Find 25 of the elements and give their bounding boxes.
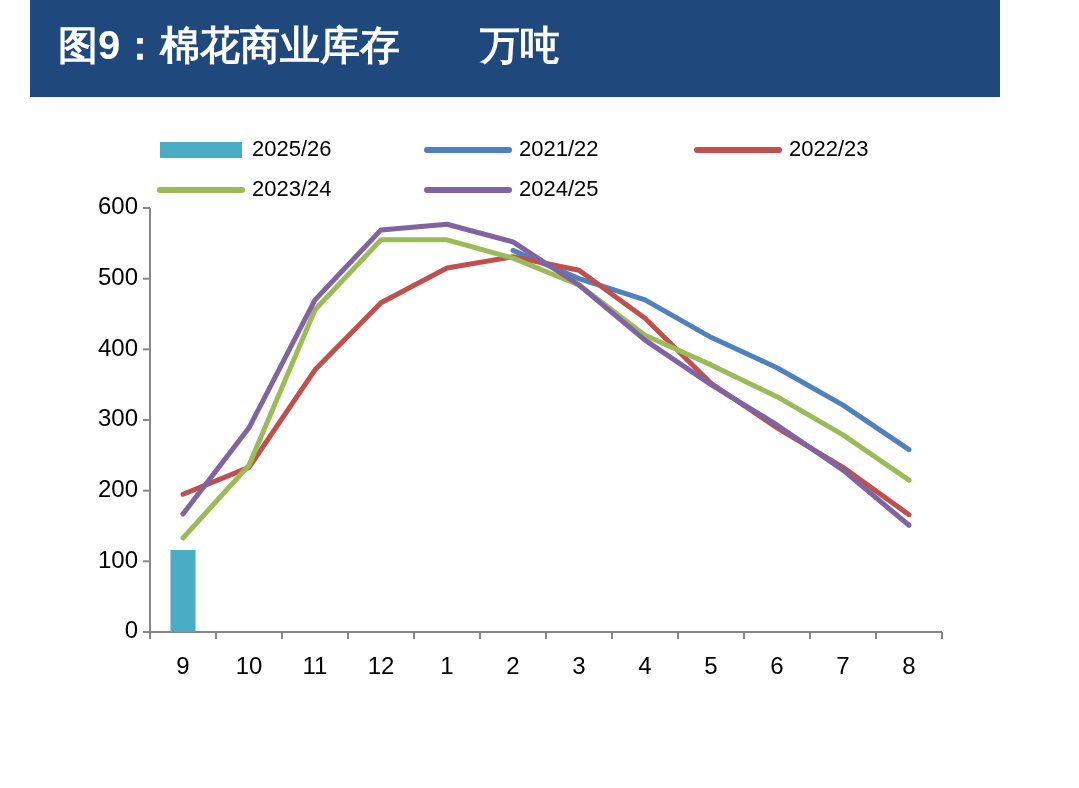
legend-label: 2022/23 xyxy=(789,135,869,161)
chart-title: 图9：棉花商业库存 万吨 xyxy=(58,22,561,67)
y-tick-label: 300 xyxy=(97,404,138,432)
x-tick-label: 11 xyxy=(302,652,328,679)
x-tick-label: 5 xyxy=(704,652,718,679)
y-tick-label: 100 xyxy=(97,545,138,573)
legend-label: 2024/25 xyxy=(519,175,599,201)
legend-label: 2021/22 xyxy=(519,135,599,161)
x-tick-label: 7 xyxy=(836,652,850,679)
x-tick-label: 8 xyxy=(902,652,916,679)
x-tick-label: 1 xyxy=(440,652,454,679)
y-tick-label: 200 xyxy=(97,475,138,503)
legend-label: 2025/26 xyxy=(252,135,332,161)
y-tick-label: 600 xyxy=(97,192,138,220)
x-tick-label: 2 xyxy=(506,652,520,679)
legend-label: 2023/24 xyxy=(252,175,332,201)
y-tick-label: 0 xyxy=(124,616,138,644)
x-tick-label: 12 xyxy=(367,652,395,679)
x-tick-label: 3 xyxy=(572,652,586,679)
y-tick-label: 400 xyxy=(97,333,138,361)
y-tick-label: 500 xyxy=(97,263,138,291)
x-tick-label: 4 xyxy=(638,652,652,679)
x-tick-label: 10 xyxy=(235,652,263,679)
x-tick-label: 6 xyxy=(770,652,784,679)
x-tick-label: 9 xyxy=(176,652,190,679)
